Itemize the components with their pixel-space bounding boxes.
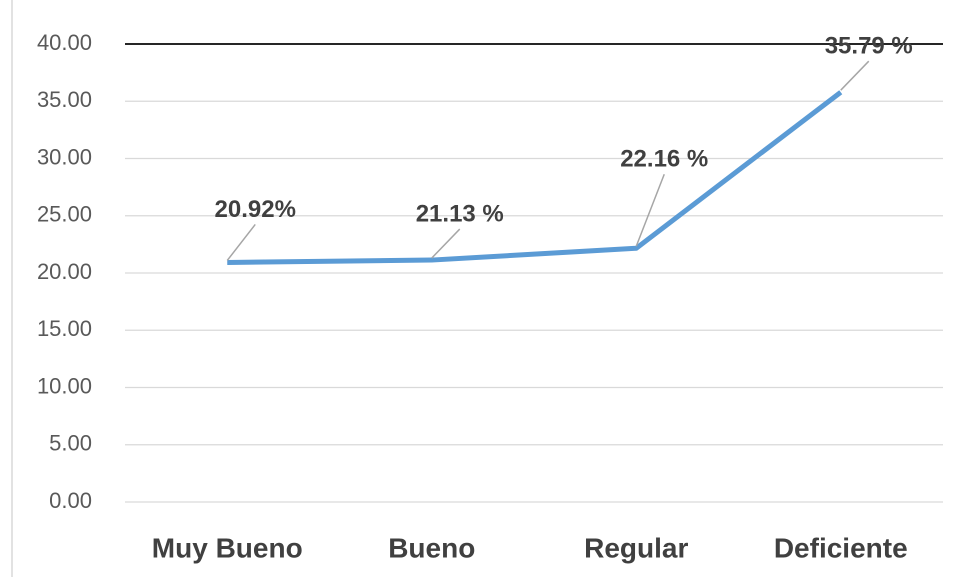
x-tick-label: Muy Bueno — [152, 532, 303, 563]
y-tick-label: 35.00 — [37, 87, 92, 112]
data-label: 20.92% — [215, 196, 296, 223]
x-tick-label: Deficiente — [774, 532, 908, 563]
leader-line — [840, 60, 870, 91]
x-tick-label: Bueno — [388, 532, 475, 563]
y-tick-label: 40.00 — [37, 30, 92, 55]
y-tick-label: 25.00 — [37, 202, 92, 227]
line — [227, 90, 843, 265]
leader-line — [635, 173, 665, 247]
y-tick-label: 10.00 — [37, 373, 92, 398]
y-tick-label: 15.00 — [37, 316, 92, 341]
data-label: 22.16 % — [620, 146, 708, 173]
y-tick-label: 20.00 — [37, 259, 92, 284]
y-tick-label: 0.00 — [49, 488, 92, 513]
data-label: 35.79 % — [825, 33, 913, 60]
x-tick-label: Regular — [584, 532, 688, 563]
y-tick-label: 5.00 — [49, 431, 92, 456]
leader-line — [226, 224, 256, 261]
data-label: 21.13 % — [416, 200, 504, 227]
leader-line — [431, 228, 461, 259]
y-tick-label: 30.00 — [37, 144, 92, 169]
